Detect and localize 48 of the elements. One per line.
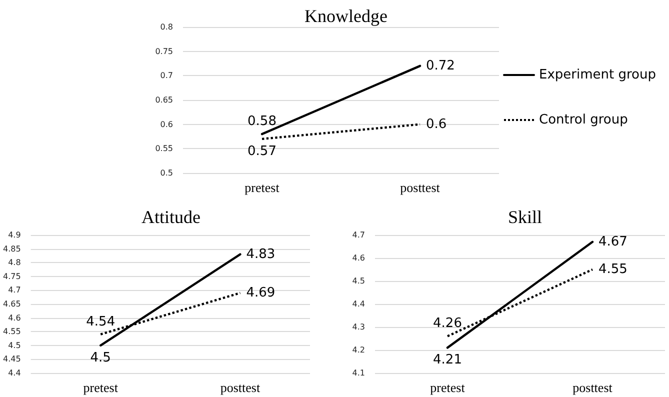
y-tick-label: 4.8 (8, 258, 21, 268)
chart-title: Attitude (142, 207, 201, 227)
data-label: 0.57 (248, 144, 276, 159)
data-label: 0.58 (248, 114, 276, 130)
y-tick-label: 4.85 (3, 244, 21, 254)
y-tick-label: 4.65 (3, 300, 21, 308)
y-tick-label: 4.7 (352, 230, 365, 240)
x-tick-label: posttest (400, 180, 440, 195)
y-tick-label: 4.75 (3, 272, 21, 281)
x-tick-label: pretest (430, 380, 466, 395)
data-label: 4.54 (86, 314, 116, 330)
chart-title: Knowledge (304, 6, 388, 26)
y-tick-label: 0.8 (160, 22, 173, 32)
data-label: 4.55 (598, 262, 628, 277)
y-tick-label: 4.45 (3, 354, 21, 364)
data-label: 4.21 (433, 352, 462, 368)
data-label: 4.67 (598, 234, 628, 250)
data-label: 0.72 (426, 58, 455, 74)
data-label: 0.6 (426, 116, 447, 132)
y-tick-label: 4.4 (352, 300, 365, 308)
y-tick-label: 4.55 (3, 327, 21, 336)
x-tick-label: posttest (572, 380, 613, 395)
y-tick-label: 4.6 (352, 254, 365, 262)
y-tick-label: 0.75 (155, 46, 173, 56)
x-tick-label: pretest (83, 380, 118, 395)
data-label: 4.83 (246, 246, 276, 262)
y-tick-label: 4.1 (352, 368, 365, 378)
y-tick-label: 4.5 (352, 276, 365, 286)
y-tick-label: 4.9 (8, 230, 21, 240)
legend-label: Control group (539, 112, 628, 128)
chart-title: Skill (508, 207, 542, 227)
y-tick-label: 4.5 (8, 340, 21, 350)
y-tick-label: 0.65 (155, 96, 173, 104)
y-tick-label: 0.6 (160, 120, 173, 129)
y-tick-label: 0.7 (160, 71, 173, 80)
y-tick-label: 4.2 (352, 346, 365, 354)
data-label: 4.26 (433, 316, 462, 332)
data-label: 4.69 (246, 285, 276, 300)
y-tick-label: 0.5 (160, 168, 173, 178)
x-tick-label: pretest (244, 180, 280, 195)
y-tick-label: 4.6 (8, 313, 21, 322)
data-label: 4.5 (90, 350, 111, 366)
x-tick-label: posttest (220, 380, 260, 395)
y-tick-label: 4.4 (8, 368, 21, 378)
y-tick-label: 4.3 (352, 322, 365, 332)
y-tick-label: 4.7 (8, 286, 21, 295)
legend-label: Experiment group (539, 68, 656, 82)
y-tick-label: 0.55 (155, 144, 173, 154)
